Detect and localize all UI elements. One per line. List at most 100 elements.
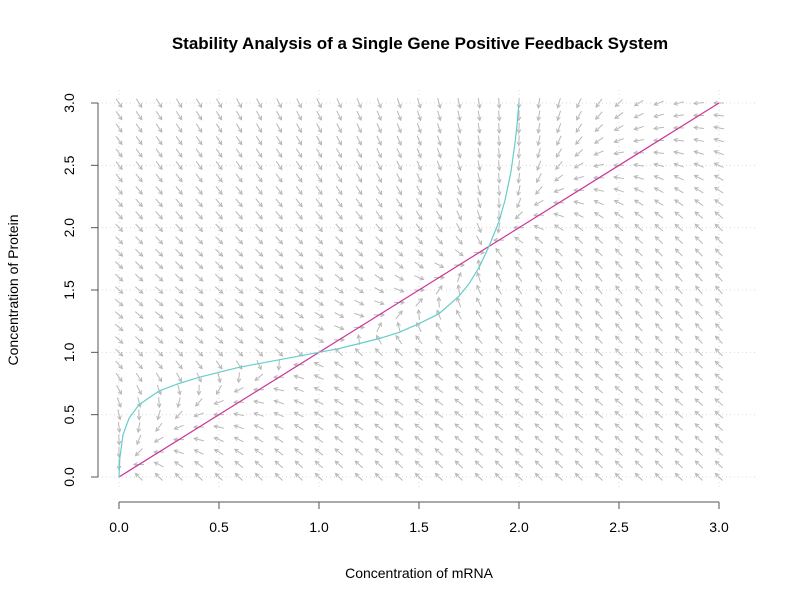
vector-arrow: [293, 424, 304, 431]
vector-arrow: [416, 123, 422, 134]
vector-arrow: [714, 297, 723, 307]
vector-arrow: [353, 373, 364, 381]
vector-arrow: [496, 122, 502, 134]
vector-arrow: [476, 122, 482, 134]
vector-arrow: [135, 186, 143, 195]
vector-arrow: [436, 185, 442, 196]
vector-arrow: [355, 198, 363, 208]
vector-arrow: [454, 386, 464, 394]
x-tick-label: 1.0: [309, 519, 329, 535]
vector-arrow: [414, 423, 424, 431]
vector-arrow: [394, 386, 404, 393]
vector-arrow: [594, 435, 604, 444]
vector-arrow: [294, 436, 304, 443]
vector-arrow: [414, 248, 424, 257]
vector-arrow: [376, 148, 382, 159]
vector-arrow: [334, 325, 345, 331]
vector-arrow: [674, 322, 683, 332]
vector-arrow: [574, 410, 584, 419]
vector-arrow: [695, 285, 703, 295]
vector-arrow: [135, 111, 143, 121]
vector-arrow: [115, 198, 123, 208]
vector-arrow: [396, 185, 403, 196]
vector-arrow: [536, 110, 542, 122]
vector-arrow: [634, 398, 644, 406]
vector-arrow: [114, 323, 124, 332]
vector-arrow: [694, 211, 704, 219]
vector-arrow: [154, 323, 164, 332]
vector-arrow: [694, 248, 703, 257]
vector-arrow: [496, 185, 502, 197]
vector-arrow: [474, 460, 483, 469]
vector-arrow: [575, 272, 583, 282]
vector-arrow: [435, 285, 443, 295]
vector-arrow: [694, 235, 703, 244]
vector-arrow: [654, 423, 664, 431]
vector-arrow: [234, 298, 244, 307]
vector-arrow: [115, 360, 123, 370]
vector-arrow: [454, 249, 464, 257]
vector-arrow: [216, 385, 222, 395]
vector-arrow: [235, 236, 244, 245]
x-tick-label: 1.5: [409, 519, 429, 535]
vector-arrow: [714, 235, 723, 244]
vector-arrow: [114, 273, 124, 282]
vector-arrow: [457, 98, 462, 109]
vector-arrow: [514, 448, 524, 456]
y-tick-label: 0.5: [61, 405, 77, 425]
vector-arrow: [477, 160, 482, 172]
vector-arrow: [115, 111, 123, 121]
vector-arrow: [574, 447, 584, 456]
vector-arrow: [494, 373, 504, 381]
vector-arrow: [275, 185, 283, 196]
vector-arrow: [115, 261, 124, 270]
vector-arrow: [713, 174, 724, 181]
vector-arrow: [556, 98, 561, 109]
vector-arrow: [694, 223, 704, 232]
vector-arrow: [254, 273, 264, 282]
vector-arrow: [674, 199, 684, 206]
vector-arrow: [234, 460, 244, 469]
vector-arrow: [115, 173, 123, 183]
vector-arrow: [374, 448, 384, 456]
vector-arrow: [253, 399, 264, 405]
vector-arrow: [494, 335, 503, 344]
vector-arrow: [296, 98, 302, 109]
vector-arrow: [314, 273, 324, 282]
vector-arrow: [674, 398, 684, 406]
vector-arrow: [494, 423, 504, 431]
vector-arrow: [416, 110, 422, 122]
vector-arrow: [674, 248, 683, 257]
vector-arrow: [333, 411, 344, 418]
vector-arrow: [194, 311, 204, 319]
vector-arrow: [315, 185, 323, 196]
vector-arrow: [476, 259, 482, 271]
vector-arrow: [575, 260, 583, 270]
vector-arrow: [653, 150, 665, 155]
vector-arrow: [354, 361, 364, 369]
vector-arrow: [195, 186, 203, 195]
vector-arrow: [434, 411, 444, 419]
vector-arrow: [674, 373, 684, 381]
vector-arrow: [495, 247, 503, 257]
vector-arrow: [675, 310, 683, 320]
vector-arrow: [575, 322, 583, 332]
vector-arrow: [295, 223, 304, 233]
vector-arrow: [195, 98, 203, 109]
vector-arrow: [574, 435, 584, 444]
vector-arrow: [454, 373, 464, 381]
vector-arrow: [273, 436, 284, 443]
vector-arrow: [234, 261, 244, 270]
vector-arrow: [373, 386, 384, 393]
vector-arrow: [614, 410, 624, 419]
vector-arrow: [475, 322, 483, 332]
vector-arrow: [634, 260, 643, 270]
vector-arrow: [494, 472, 503, 481]
vector-arrow: [313, 399, 324, 405]
vector-arrow: [635, 310, 643, 320]
vector-arrow: [714, 310, 723, 319]
vector-arrow: [673, 174, 684, 181]
vector-arrow: [336, 135, 342, 146]
vector-arrow: [295, 348, 304, 357]
vector-arrow: [195, 398, 203, 407]
